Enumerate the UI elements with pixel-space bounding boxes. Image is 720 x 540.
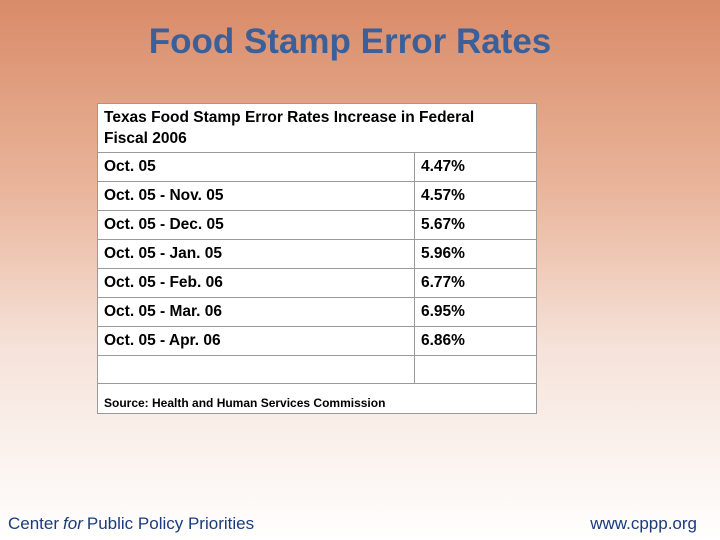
period-cell: Oct. 05 - Jan. 05 [97, 239, 415, 269]
empty-cell [414, 355, 537, 384]
footer-text: Center [8, 514, 60, 533]
caption-row: Texas Food Stamp Error Rates Increase in… [97, 103, 537, 153]
footer-text: Public Policy Priorities [86, 514, 255, 533]
table-row: Oct. 05 4.47% [97, 152, 537, 182]
period-cell: Oct. 05 - Apr. 06 [97, 326, 415, 356]
rate-cell: 4.57% [414, 181, 537, 211]
source-note: Source: Health and Human Services Commis… [97, 383, 537, 414]
period-cell: Oct. 05 - Dec. 05 [97, 210, 415, 240]
period-cell: Oct. 05 - Nov. 05 [97, 181, 415, 211]
rate-cell: 4.47% [414, 152, 537, 182]
table-row: Oct. 05 - Nov. 05 4.57% [97, 181, 537, 211]
table-body: Texas Food Stamp Error Rates Increase in… [97, 103, 537, 414]
rate-cell: 6.86% [414, 326, 537, 356]
table-row: Oct. 05 - Jan. 05 5.96% [97, 239, 537, 269]
empty-cell [97, 355, 415, 384]
footer-organization: Center for Public Policy Priorities [8, 514, 254, 534]
table-caption: Texas Food Stamp Error Rates Increase in… [97, 103, 537, 153]
rate-cell: 5.96% [414, 239, 537, 269]
rate-cell: 5.67% [414, 210, 537, 240]
footer-italic: for [63, 514, 83, 533]
period-cell: Oct. 05 [97, 152, 415, 182]
table-row: Oct. 05 - Apr. 06 6.86% [97, 326, 537, 356]
error-rate-table: Texas Food Stamp Error Rates Increase in… [97, 103, 537, 414]
rate-cell: 6.95% [414, 297, 537, 327]
table-row: Oct. 05 - Mar. 06 6.95% [97, 297, 537, 327]
empty-row [97, 355, 537, 384]
table-row: Oct. 05 - Dec. 05 5.67% [97, 210, 537, 240]
table-row: Oct. 05 - Feb. 06 6.77% [97, 268, 537, 298]
footer-url: www.cppp.org [590, 514, 697, 533]
source-row: Source: Health and Human Services Commis… [97, 383, 537, 414]
slide-title: Food Stamp Error Rates [148, 22, 552, 61]
period-cell: Oct. 05 - Feb. 06 [97, 268, 415, 298]
period-cell: Oct. 05 - Mar. 06 [97, 297, 415, 327]
rate-cell: 6.77% [414, 268, 537, 298]
